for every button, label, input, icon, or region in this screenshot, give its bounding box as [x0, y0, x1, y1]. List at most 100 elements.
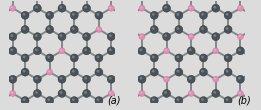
Circle shape	[214, 77, 216, 80]
Circle shape	[84, 91, 87, 94]
Circle shape	[152, 70, 155, 72]
Circle shape	[175, 11, 183, 19]
Circle shape	[83, 33, 91, 41]
Circle shape	[95, 68, 103, 76]
Circle shape	[139, 90, 145, 96]
Circle shape	[96, 27, 102, 32]
Circle shape	[23, 13, 26, 16]
Circle shape	[226, 56, 228, 58]
Circle shape	[224, 26, 232, 33]
Circle shape	[10, 48, 13, 51]
Circle shape	[189, 35, 192, 37]
Circle shape	[239, 92, 241, 94]
Circle shape	[189, 92, 192, 94]
Circle shape	[70, 68, 78, 76]
Circle shape	[201, 56, 204, 58]
Circle shape	[164, 76, 170, 82]
Circle shape	[224, 68, 232, 76]
Circle shape	[60, 91, 62, 94]
Circle shape	[33, 4, 41, 12]
Circle shape	[107, 75, 115, 83]
Circle shape	[201, 27, 204, 30]
Circle shape	[23, 27, 26, 30]
Circle shape	[58, 89, 66, 97]
Circle shape	[236, 47, 244, 55]
Circle shape	[33, 33, 41, 41]
Circle shape	[213, 76, 219, 82]
Circle shape	[109, 6, 111, 8]
Circle shape	[11, 6, 13, 8]
Circle shape	[46, 11, 54, 19]
Circle shape	[239, 6, 241, 8]
Circle shape	[213, 6, 216, 9]
Circle shape	[164, 48, 170, 54]
Circle shape	[238, 77, 241, 80]
Circle shape	[33, 75, 41, 83]
Circle shape	[107, 33, 115, 41]
Circle shape	[10, 5, 16, 11]
Circle shape	[152, 56, 155, 58]
Circle shape	[35, 91, 38, 94]
Circle shape	[165, 49, 167, 51]
Circle shape	[175, 26, 183, 33]
Circle shape	[176, 56, 179, 58]
Circle shape	[212, 89, 220, 97]
Circle shape	[152, 98, 155, 101]
Circle shape	[10, 90, 16, 96]
Circle shape	[163, 89, 170, 97]
Circle shape	[224, 97, 232, 104]
Circle shape	[109, 92, 111, 94]
Circle shape	[150, 11, 158, 19]
Circle shape	[46, 97, 54, 104]
Circle shape	[236, 75, 244, 83]
Circle shape	[70, 97, 78, 104]
Circle shape	[187, 75, 195, 83]
Circle shape	[70, 54, 78, 62]
Circle shape	[83, 75, 91, 83]
Circle shape	[152, 13, 155, 16]
Circle shape	[70, 11, 78, 19]
Circle shape	[72, 56, 75, 58]
Circle shape	[199, 54, 207, 62]
Circle shape	[97, 56, 99, 58]
Circle shape	[60, 6, 62, 9]
Circle shape	[47, 98, 50, 101]
Circle shape	[33, 89, 41, 97]
Circle shape	[238, 34, 244, 40]
Circle shape	[95, 97, 103, 104]
Circle shape	[58, 33, 66, 41]
Circle shape	[201, 98, 204, 101]
Circle shape	[46, 26, 54, 33]
Circle shape	[47, 69, 53, 75]
Circle shape	[70, 26, 78, 33]
Circle shape	[58, 75, 66, 83]
Circle shape	[95, 54, 103, 62]
Circle shape	[60, 34, 62, 37]
Circle shape	[213, 34, 216, 37]
Circle shape	[175, 68, 183, 76]
Text: (b): (b)	[237, 96, 251, 106]
Circle shape	[199, 97, 207, 104]
Circle shape	[84, 77, 87, 80]
Circle shape	[46, 54, 54, 62]
Circle shape	[33, 47, 41, 55]
Circle shape	[83, 89, 91, 97]
Circle shape	[107, 47, 115, 55]
Circle shape	[140, 48, 142, 51]
Circle shape	[164, 91, 167, 94]
Circle shape	[189, 77, 192, 80]
Circle shape	[95, 11, 103, 19]
Circle shape	[152, 27, 155, 30]
Circle shape	[97, 70, 99, 72]
Text: (a): (a)	[107, 96, 121, 106]
Circle shape	[108, 5, 114, 11]
Circle shape	[213, 48, 219, 54]
Circle shape	[140, 6, 142, 8]
Circle shape	[212, 4, 220, 12]
Circle shape	[199, 11, 207, 19]
Circle shape	[239, 35, 241, 37]
Circle shape	[238, 90, 244, 96]
Circle shape	[140, 77, 142, 80]
Circle shape	[97, 98, 99, 101]
Circle shape	[175, 54, 183, 62]
